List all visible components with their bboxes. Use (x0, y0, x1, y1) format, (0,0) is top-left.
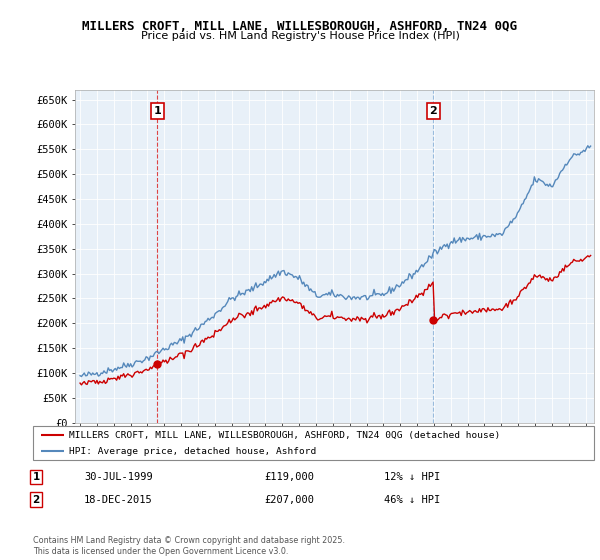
Text: £119,000: £119,000 (264, 472, 314, 482)
Text: 1: 1 (32, 472, 40, 482)
Text: Contains HM Land Registry data © Crown copyright and database right 2025.
This d: Contains HM Land Registry data © Crown c… (33, 536, 345, 556)
Text: 1: 1 (154, 106, 161, 116)
Text: HPI: Average price, detached house, Ashford: HPI: Average price, detached house, Ashf… (70, 447, 317, 456)
Text: 46% ↓ HPI: 46% ↓ HPI (384, 494, 440, 505)
Text: 30-JUL-1999: 30-JUL-1999 (84, 472, 153, 482)
Text: 18-DEC-2015: 18-DEC-2015 (84, 494, 153, 505)
Text: MILLERS CROFT, MILL LANE, WILLESBOROUGH, ASHFORD, TN24 0QG: MILLERS CROFT, MILL LANE, WILLESBOROUGH,… (83, 20, 517, 32)
Text: 2: 2 (430, 106, 437, 116)
Text: MILLERS CROFT, MILL LANE, WILLESBOROUGH, ASHFORD, TN24 0QG (detached house): MILLERS CROFT, MILL LANE, WILLESBOROUGH,… (70, 431, 501, 440)
Text: 2: 2 (32, 494, 40, 505)
Text: 12% ↓ HPI: 12% ↓ HPI (384, 472, 440, 482)
Text: Price paid vs. HM Land Registry's House Price Index (HPI): Price paid vs. HM Land Registry's House … (140, 31, 460, 41)
Text: £207,000: £207,000 (264, 494, 314, 505)
